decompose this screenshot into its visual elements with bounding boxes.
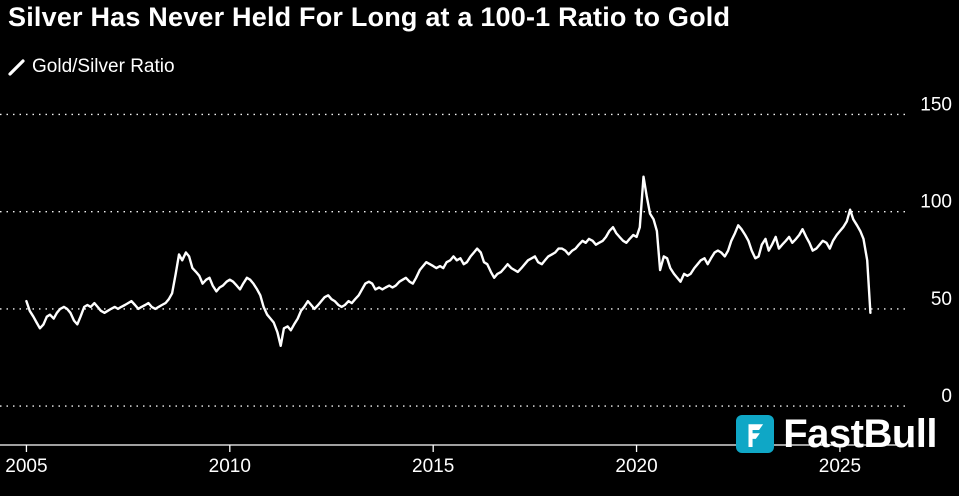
x-axis-label-2015: 2015	[412, 456, 454, 477]
x-axis-label-2010: 2010	[209, 456, 251, 477]
series-line-gold-silver-ratio	[25, 175, 872, 347]
legend: Gold/Silver Ratio	[8, 56, 175, 78]
x-axis-label-2025: 2025	[819, 456, 861, 477]
y-axis-label-50: 50	[931, 289, 952, 310]
y-axis-label-0: 0	[941, 386, 952, 407]
legend-label: Gold/Silver Ratio	[32, 56, 175, 77]
x-axis-label-2020: 2020	[615, 456, 657, 477]
legend-line-marker-icon	[8, 58, 25, 76]
fastbull-logo-text: FastBull	[783, 412, 937, 456]
fastbull-watermark: FastBull	[736, 414, 937, 454]
y-axis-label-100: 100	[920, 192, 952, 213]
chart-title: Silver Has Never Held For Long at a 100-…	[8, 2, 731, 32]
fastbull-logo-icon	[736, 415, 775, 453]
y-axis-label-150: 150	[920, 94, 952, 115]
x-axis-label-2005: 2005	[5, 456, 47, 477]
